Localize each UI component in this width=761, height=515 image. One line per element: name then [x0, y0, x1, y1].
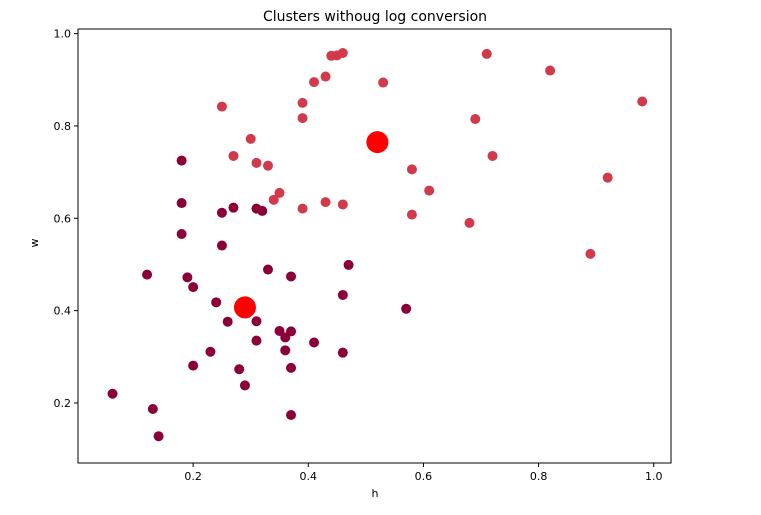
data-point — [309, 337, 320, 348]
data-point — [245, 133, 256, 144]
y-tick-label: 0.2 — [54, 397, 72, 410]
chart-title: Clusters withoug log conversion — [263, 9, 487, 25]
data-point — [337, 347, 348, 358]
data-point — [274, 325, 285, 336]
data-point — [251, 157, 262, 168]
data-point — [406, 209, 417, 220]
data-point — [464, 217, 475, 228]
data-point — [320, 71, 331, 82]
data-point — [211, 297, 222, 308]
data-point — [205, 346, 216, 357]
data-point — [297, 113, 308, 124]
data-point — [188, 282, 199, 293]
data-point — [406, 164, 417, 175]
data-point — [320, 197, 331, 208]
data-point — [257, 205, 268, 216]
data-point — [216, 101, 227, 112]
data-point — [182, 272, 193, 283]
data-point — [228, 150, 239, 161]
plot-area: 0.2 0.4 0.6 0.8 1.0 0.2 0.4 0.6 0.8 1.0 — [54, 28, 672, 483]
data-point — [268, 194, 279, 205]
y-axis-label: w — [28, 239, 41, 248]
plot-frame — [77, 28, 672, 464]
data-point — [251, 316, 262, 327]
data-point — [337, 199, 348, 210]
x-tick-label: 0.8 — [530, 470, 548, 483]
data-point — [337, 289, 348, 300]
data-point — [216, 240, 227, 251]
x-tick-label: 0.6 — [415, 470, 433, 483]
data-point — [274, 187, 285, 198]
data-point — [228, 202, 239, 213]
data-point — [424, 185, 435, 196]
data-point — [297, 97, 308, 108]
centroid-point — [233, 296, 256, 319]
data-point — [545, 65, 556, 76]
data-point — [297, 203, 308, 214]
y-tick-label: 0.8 — [54, 120, 72, 133]
data-point — [147, 403, 158, 414]
data-point — [222, 316, 233, 327]
data-point — [280, 345, 291, 356]
data-point — [286, 271, 297, 282]
data-point — [401, 303, 412, 314]
y-tick-label: 0.4 — [54, 305, 72, 318]
data-point — [481, 48, 492, 59]
data-point — [262, 160, 273, 171]
x-tick-label: 1.0 — [645, 470, 663, 483]
data-point — [176, 228, 187, 239]
data-point — [239, 380, 250, 391]
data-point — [176, 155, 187, 166]
data-point — [107, 388, 118, 399]
data-point — [286, 326, 297, 337]
data-point — [188, 360, 199, 371]
data-point — [234, 364, 245, 375]
data-point — [142, 269, 153, 280]
data-point — [585, 248, 596, 259]
y-tick-label: 0.6 — [54, 212, 72, 225]
data-point — [251, 335, 262, 346]
data-point — [176, 198, 187, 209]
data-point — [637, 96, 648, 107]
data-point — [487, 150, 498, 161]
data-point — [262, 264, 273, 275]
data-point — [309, 77, 320, 88]
data-point — [337, 48, 348, 59]
x-axis-label: h — [372, 487, 379, 500]
data-point — [216, 207, 227, 218]
data-point — [286, 362, 297, 373]
data-point — [153, 431, 164, 442]
data-point — [343, 259, 354, 270]
data-point — [470, 114, 481, 125]
x-tick-label: 0.2 — [184, 470, 202, 483]
data-point — [602, 172, 613, 183]
y-tick-label: 1.0 — [54, 28, 72, 41]
data-point — [286, 409, 297, 420]
centroid-point — [366, 131, 389, 154]
data-point — [378, 77, 389, 88]
x-tick-label: 0.4 — [300, 470, 318, 483]
